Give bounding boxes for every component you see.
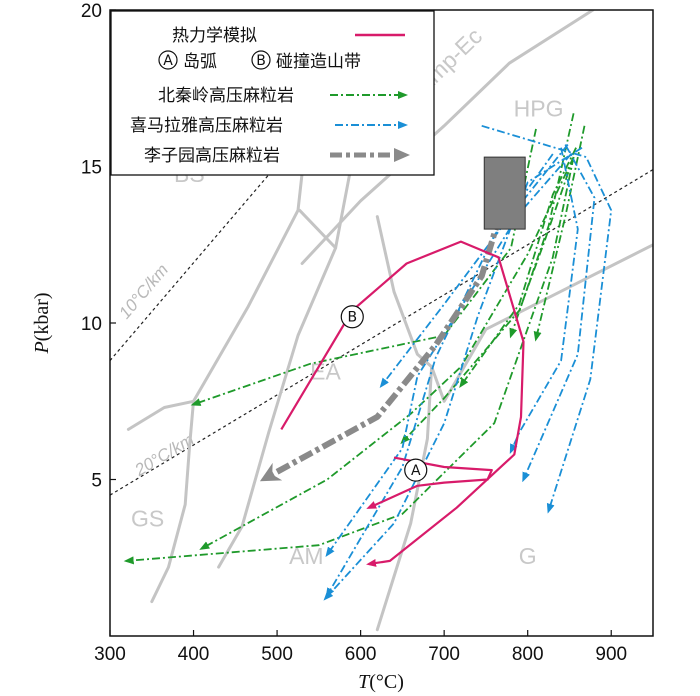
y-tick-label: 10 <box>81 314 102 335</box>
x-tick-label: 300 <box>94 644 126 665</box>
field-gs: GS <box>131 505 164 531</box>
boundary-bs-ea <box>126 149 307 431</box>
x-tick-label: 400 <box>178 644 210 665</box>
legend-label-north-qinling: 北秦岭高压麻粒岩 <box>158 86 294 106</box>
x-tick-label: 500 <box>261 644 293 665</box>
geotherm-10-label: 10°C/km <box>115 260 172 322</box>
circle-marker-a-letter: A <box>411 463 421 479</box>
series-gray-path <box>259 190 510 482</box>
box-layer <box>483 156 526 230</box>
legend-label-island-arc: 岛弧 <box>183 52 217 72</box>
lizi-yuan-box <box>483 156 526 230</box>
x-tick-label: 800 <box>512 644 544 665</box>
legend-label-liziyuan: 李子园高压麻粒岩 <box>144 146 280 166</box>
legend-box <box>110 10 435 176</box>
y-tick-label: 5 <box>91 471 102 492</box>
field-am: AM <box>289 543 324 569</box>
y-axis-label: P(kbar) <box>31 292 53 354</box>
series-blue-path <box>325 153 572 558</box>
legend-label-simulation: 热力学模拟 <box>172 26 257 46</box>
legend-arrow-himalaya <box>398 121 408 129</box>
legend-label-himalaya: 喜马拉雅高压麻粒岩 <box>130 116 283 136</box>
series-green-path <box>533 125 586 342</box>
legend-arrow-liziyuan <box>394 148 410 162</box>
series-blue-path <box>481 124 613 514</box>
legend-label-collision: 碰撞造山带 <box>276 52 361 72</box>
boundary-gs-ea <box>150 399 195 604</box>
x-axis-label: T(°C) <box>358 671 404 693</box>
axis-ticks: 300 400 500 600 700 800 900 5 10 15 20 <box>81 1 627 665</box>
series-blue-path <box>379 144 569 388</box>
circle-marker-b-letter: B <box>347 310 357 326</box>
boundary-am-g <box>375 365 434 632</box>
legend-arrow-north-qinling <box>398 91 408 99</box>
circle-marker-b <box>340 305 364 329</box>
circle-marker-layer: BA <box>340 305 428 482</box>
x-tick-label: 700 <box>428 644 460 665</box>
y-tick-label: 20 <box>81 1 102 22</box>
series-layer <box>123 113 613 601</box>
series-pink-path <box>280 240 525 567</box>
series-blue-path <box>522 144 596 483</box>
x-tick-label: 900 <box>595 644 627 665</box>
series-pink-path <box>366 456 493 509</box>
series-green-path <box>199 156 575 550</box>
x-tick-label: 600 <box>345 644 377 665</box>
legend: 热力学模拟 A 岛弧 B 碰撞造山带 北秦岭高压麻粒岩 喜马拉雅高压麻粒岩 李子… <box>110 10 435 176</box>
circle-marker-a <box>404 458 428 482</box>
legend-circle-b <box>251 50 271 70</box>
legend-circle-a <box>158 50 178 70</box>
series-green-path <box>123 156 575 565</box>
y-tick-label: 15 <box>81 158 102 179</box>
legend-circle-a-letter: A <box>163 53 173 69</box>
field-g: G <box>519 543 537 569</box>
legend-circle-b-letter: B <box>256 53 266 69</box>
boundary-ea-am <box>217 246 338 569</box>
field-hpg: HPG <box>514 95 564 121</box>
